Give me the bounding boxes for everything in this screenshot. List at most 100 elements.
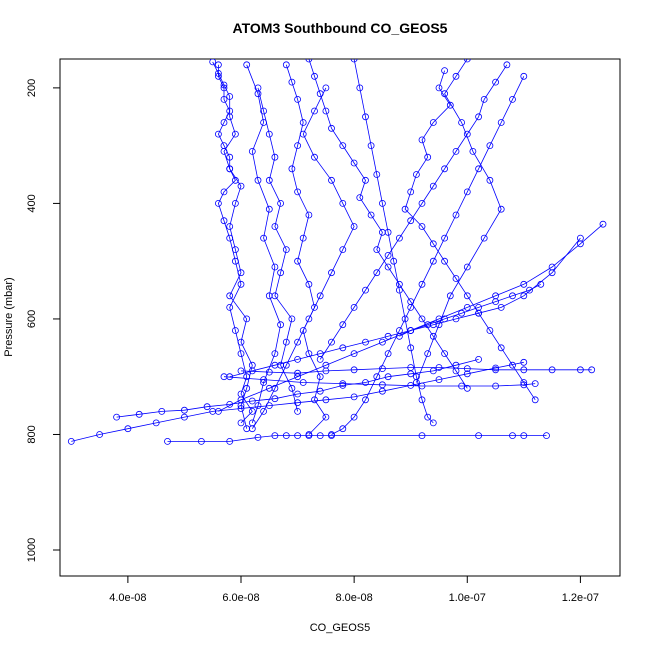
data-point — [135, 410, 143, 418]
data-point — [520, 366, 528, 374]
data-point — [588, 366, 596, 374]
data-point — [226, 437, 234, 445]
data-point — [429, 240, 437, 248]
data-point — [316, 292, 324, 300]
data-point — [328, 338, 335, 346]
data-point — [378, 199, 386, 207]
data-point — [311, 153, 318, 161]
data-point — [441, 67, 449, 74]
data-point — [226, 113, 234, 121]
data-point — [373, 246, 381, 254]
data-point — [475, 165, 483, 173]
data-point — [67, 437, 75, 445]
data-point — [452, 72, 460, 80]
data-point — [441, 315, 449, 323]
data-point — [384, 263, 392, 271]
data-point — [429, 119, 437, 126]
data-point — [492, 298, 500, 306]
data-point — [407, 327, 415, 334]
data-point — [299, 379, 307, 386]
data-point — [429, 419, 437, 427]
data-point — [418, 432, 426, 440]
data-point — [362, 176, 369, 184]
data-point — [520, 280, 528, 288]
data-point — [497, 344, 505, 352]
data-point — [180, 413, 188, 421]
data-point — [350, 393, 358, 401]
data-point — [418, 280, 426, 288]
data-point — [452, 147, 460, 155]
data-point — [401, 205, 409, 213]
series-line — [218, 223, 604, 412]
x-tick-label: 4.0e-08 — [109, 592, 146, 604]
series-line — [116, 359, 479, 418]
series-line — [331, 76, 525, 435]
data-point — [237, 419, 245, 427]
chart-title: ATOM3 Southbound CO_GEOS5 — [233, 20, 448, 36]
data-point — [124, 425, 132, 433]
data-point — [418, 315, 426, 323]
data-point — [486, 327, 494, 334]
data-point — [424, 153, 432, 161]
series-line — [257, 87, 298, 412]
data-point — [395, 234, 403, 242]
data-point — [412, 171, 420, 178]
x-axis-label: CO_GEOS5 — [310, 622, 371, 634]
data-point — [214, 70, 222, 77]
data-point — [231, 130, 239, 138]
data-point — [339, 344, 347, 352]
data-point — [237, 280, 245, 288]
series-line — [229, 237, 581, 378]
data-point — [418, 382, 426, 390]
data-point — [407, 217, 415, 225]
data-point — [152, 419, 160, 427]
data-point — [520, 292, 528, 300]
data-point — [480, 96, 488, 103]
data-point — [503, 61, 511, 69]
data-point — [226, 165, 234, 173]
x-axis: 4.0e-08 6.0e-08 8.0e-08 1.0e-07 1.2e-07 — [109, 575, 599, 604]
x-tick-label: 6.0e-08 — [222, 592, 259, 604]
data-point — [265, 176, 273, 184]
data-point — [492, 366, 500, 374]
data-point — [537, 280, 545, 288]
x-tick-label: 8.0e-08 — [335, 592, 372, 604]
data-point — [237, 396, 245, 404]
data-point — [282, 61, 290, 69]
data-point — [248, 407, 256, 415]
data-point — [96, 431, 103, 438]
data-point — [435, 84, 443, 92]
data-point — [260, 119, 268, 126]
series-line — [416, 59, 502, 383]
data-point — [322, 84, 330, 92]
data-point — [367, 142, 375, 150]
data-point — [378, 387, 386, 395]
series-line — [285, 64, 327, 435]
data-point — [492, 364, 500, 372]
data-point — [458, 309, 466, 317]
data-point — [395, 286, 403, 294]
data-point — [288, 315, 296, 323]
data-point — [475, 303, 483, 311]
data-point — [164, 437, 171, 445]
data-point — [305, 280, 313, 288]
data-point — [226, 292, 234, 300]
data-point — [373, 373, 381, 381]
data-point — [260, 234, 268, 242]
data-point — [260, 376, 268, 384]
data-point — [475, 355, 483, 363]
data-point — [339, 381, 347, 389]
data-point — [435, 376, 443, 384]
data-point — [322, 413, 330, 421]
data-point — [214, 61, 222, 69]
data-point — [599, 220, 607, 228]
data-point — [463, 365, 471, 373]
data-point — [350, 366, 358, 374]
data-point — [492, 382, 500, 390]
y-tick-label: 800 — [26, 425, 38, 443]
data-point — [254, 90, 262, 98]
series-line — [399, 283, 541, 337]
data-point — [543, 432, 550, 440]
data-point — [294, 355, 302, 363]
data-point — [356, 84, 364, 92]
